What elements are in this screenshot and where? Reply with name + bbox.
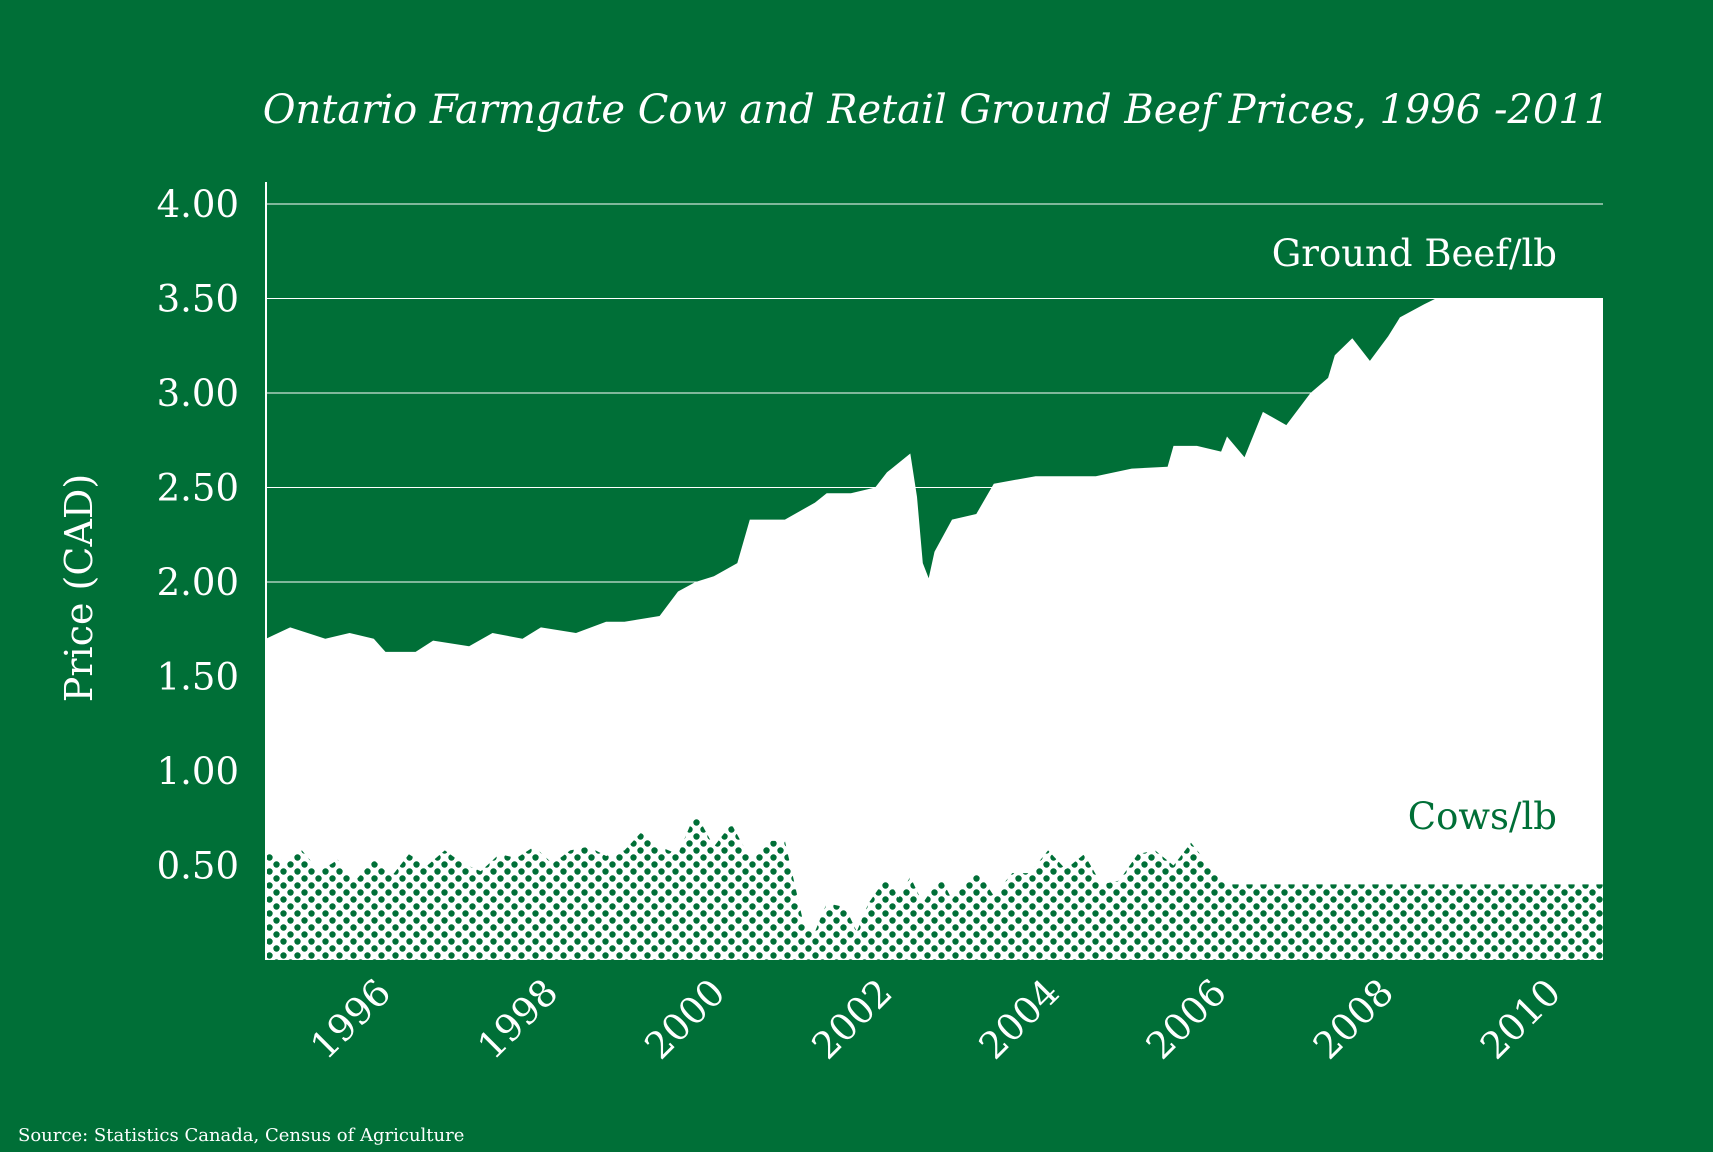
- x-tick-label: 1998: [469, 971, 566, 1068]
- y-tick-label: 2.00: [157, 561, 239, 604]
- y-tick-label: 3.50: [157, 278, 239, 321]
- y-tick-label: 4.00: [157, 183, 239, 226]
- series-area-ground-beef: [266, 298, 1603, 960]
- x-tick-label: 2008: [1305, 971, 1402, 1068]
- x-tick-labels: 1996 1998 2000 2002 2004 2006 2008 2010: [302, 971, 1569, 1068]
- series-label-cows: Cows/lb: [1408, 795, 1557, 838]
- y-tick-label: 0.50: [157, 845, 239, 888]
- y-tick-label: 1.00: [157, 750, 239, 793]
- y-tick-labels: 0.50 1.00 1.50 2.00 2.50 3.00 3.50 4.00: [157, 183, 239, 888]
- y-tick-label: 1.50: [157, 656, 239, 699]
- x-tick-label: 2000: [636, 971, 733, 1068]
- series-label-ground-beef: Ground Beef/lb: [1272, 232, 1557, 275]
- x-tick-label: 2002: [804, 971, 901, 1068]
- source-note: Source: Statistics Canada, Census of Agr…: [18, 1125, 464, 1146]
- x-tick-label: 2006: [1138, 971, 1235, 1068]
- chart-title: Ontario Farmgate Cow and Retail Ground B…: [263, 87, 1610, 133]
- y-axis-label: Price (CAD): [57, 474, 101, 702]
- series-area-cows: [266, 812, 1603, 960]
- y-tick-label: 3.00: [157, 372, 239, 415]
- y-tick-label: 2.50: [157, 467, 239, 510]
- x-tick-label: 2004: [971, 971, 1068, 1068]
- x-tick-label: 2010: [1472, 971, 1569, 1068]
- x-tick-label: 1996: [302, 971, 399, 1068]
